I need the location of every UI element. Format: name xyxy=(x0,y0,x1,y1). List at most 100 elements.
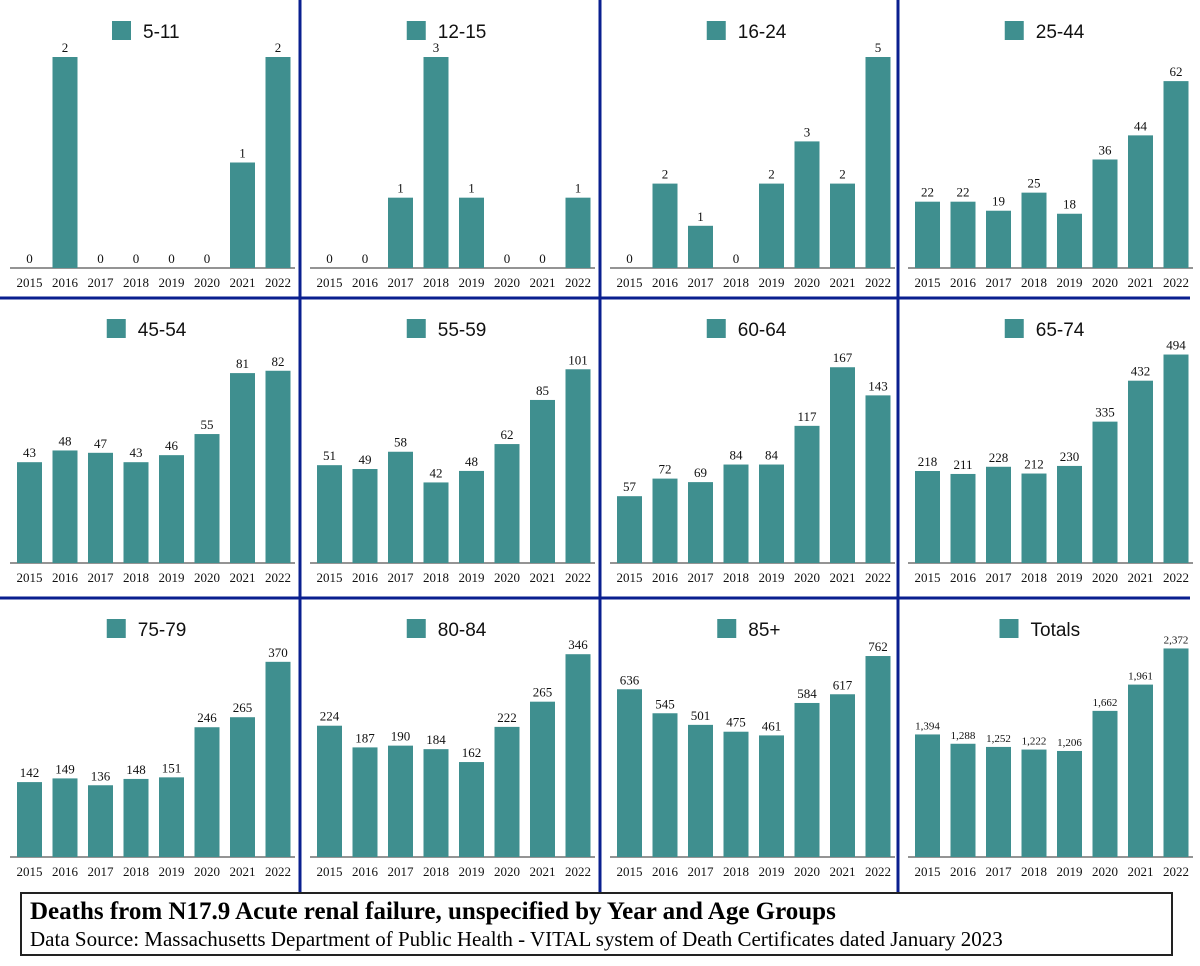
x-tick-label: 2018 xyxy=(423,570,449,585)
x-tick-label: 2021 xyxy=(830,570,856,585)
data-label: 346 xyxy=(568,637,588,652)
x-tick-label: 2022 xyxy=(565,864,591,879)
bar-2016 xyxy=(52,450,78,563)
legend-label: 65-74 xyxy=(1036,320,1085,341)
x-tick-label: 2016 xyxy=(52,275,79,290)
x-tick-label: 2017 xyxy=(986,864,1013,879)
x-tick-label: 2019 xyxy=(459,275,485,290)
bar-2021 xyxy=(530,701,555,857)
data-label: 230 xyxy=(1060,449,1080,464)
bar-2021 xyxy=(230,717,255,857)
bar-2021 xyxy=(530,399,555,563)
data-label: 151 xyxy=(162,760,182,775)
x-tick-label: 2017 xyxy=(688,275,715,290)
data-label: 617 xyxy=(833,677,853,692)
data-label: 0 xyxy=(204,251,211,266)
bar-2022 xyxy=(865,656,891,857)
bar-2022 xyxy=(565,369,591,563)
legend-swatch xyxy=(999,619,1019,638)
x-tick-label: 2017 xyxy=(88,864,115,879)
data-label: 46 xyxy=(165,438,179,453)
data-label: 72 xyxy=(659,462,672,477)
legend-label: 45-54 xyxy=(138,320,187,341)
x-tick-label: 2016 xyxy=(652,570,679,585)
x-tick-label: 2020 xyxy=(794,570,820,585)
x-tick-label: 2019 xyxy=(759,864,785,879)
data-label: 44 xyxy=(1134,118,1148,133)
bar-2016 xyxy=(950,473,976,563)
bar-2022 xyxy=(265,370,291,563)
chart-title: Deaths from N17.9 Acute renal failure, u… xyxy=(30,898,836,925)
bar-2021 xyxy=(1128,684,1153,857)
bar-2018 xyxy=(123,778,149,857)
x-tick-label: 2017 xyxy=(388,864,415,879)
legend-label: 5-11 xyxy=(143,22,180,43)
data-label: 19 xyxy=(992,194,1005,209)
data-label: 228 xyxy=(989,450,1009,465)
data-label: 101 xyxy=(568,352,588,367)
x-tick-label: 2021 xyxy=(530,864,556,879)
x-tick-label: 2015 xyxy=(915,864,941,879)
legend-swatch xyxy=(406,319,426,338)
x-tick-label: 2016 xyxy=(352,570,379,585)
data-label: 136 xyxy=(91,768,111,783)
data-label: 81 xyxy=(236,356,249,371)
x-tick-label: 2018 xyxy=(423,864,449,879)
x-tick-label: 2022 xyxy=(265,275,291,290)
bar-2017 xyxy=(388,451,413,563)
data-label: 82 xyxy=(272,354,285,369)
data-label: 117 xyxy=(797,409,817,424)
x-tick-label: 2017 xyxy=(986,275,1013,290)
bar-2018 xyxy=(723,731,749,857)
x-tick-label: 2015 xyxy=(915,275,941,290)
legend-swatch xyxy=(406,619,426,638)
data-label: 1 xyxy=(575,181,582,196)
data-label: 0 xyxy=(362,251,369,266)
x-tick-label: 2020 xyxy=(494,275,520,290)
bar-2016 xyxy=(352,747,378,857)
data-label: 62 xyxy=(501,427,514,442)
bar-2022 xyxy=(865,395,891,563)
x-tick-label: 2020 xyxy=(1092,570,1118,585)
data-label: 149 xyxy=(55,761,75,776)
bar-2021 xyxy=(1128,135,1153,268)
data-label: 265 xyxy=(233,700,253,715)
data-label: 584 xyxy=(797,686,817,701)
bar-2020 xyxy=(494,726,520,857)
bar-2017 xyxy=(688,482,713,563)
bar-2018 xyxy=(123,462,149,563)
data-label: 1 xyxy=(468,181,475,196)
x-tick-label: 2015 xyxy=(317,275,343,290)
bar-2017 xyxy=(986,210,1011,268)
x-tick-label: 2022 xyxy=(565,570,591,585)
data-label: 148 xyxy=(126,762,146,777)
x-tick-label: 2020 xyxy=(194,570,220,585)
data-label: 224 xyxy=(320,709,340,724)
bar-2016 xyxy=(52,778,78,857)
x-tick-label: 2017 xyxy=(88,570,115,585)
x-tick-label: 2018 xyxy=(723,275,749,290)
data-label: 57 xyxy=(623,479,637,494)
data-label: 51 xyxy=(323,448,336,463)
bar-2020 xyxy=(794,702,820,857)
data-label: 2 xyxy=(62,40,69,55)
x-tick-label: 2018 xyxy=(1021,864,1047,879)
x-tick-label: 2021 xyxy=(230,570,256,585)
bar-2016 xyxy=(652,478,678,563)
bar-2020 xyxy=(794,425,820,563)
data-label: 1 xyxy=(239,146,246,161)
data-source: Data Source: Massachusetts Department of… xyxy=(30,927,1003,951)
legend-label: 16-24 xyxy=(738,22,787,43)
x-tick-label: 2019 xyxy=(459,570,485,585)
bar-2018 xyxy=(1021,749,1047,857)
data-label: 22 xyxy=(921,185,934,200)
bar-2015 xyxy=(915,471,940,563)
x-tick-label: 2022 xyxy=(1163,275,1189,290)
data-label: 545 xyxy=(655,696,675,711)
x-tick-label: 2022 xyxy=(865,864,891,879)
bar-2017 xyxy=(88,452,113,563)
x-tick-label: 2016 xyxy=(950,275,977,290)
data-label: 370 xyxy=(268,645,288,660)
x-tick-label: 2021 xyxy=(530,275,556,290)
